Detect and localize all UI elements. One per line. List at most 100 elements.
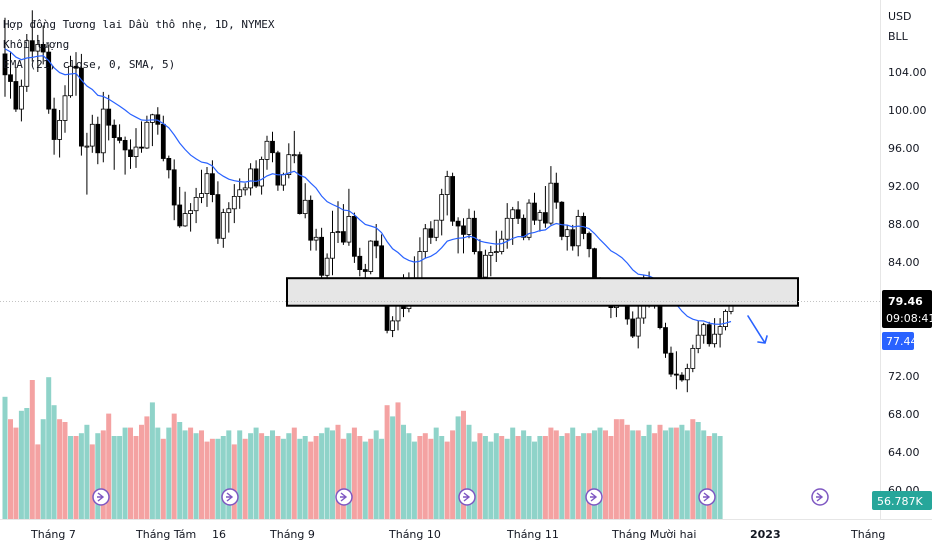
- candle-body: [581, 215, 586, 234]
- candle-body: [313, 236, 319, 241]
- candle: [182, 191, 188, 227]
- candle-countdown: 09:08:41: [886, 312, 932, 325]
- event-arrow-icon: [463, 492, 471, 502]
- candlestick-series: [2, 10, 734, 393]
- volume-bar: [149, 402, 155, 520]
- symbol-title[interactable]: Hợp đồng Tương lai Dầu thô nhẹ, 1D, NYME…: [3, 18, 275, 31]
- time-label-2023: 2023: [750, 528, 781, 541]
- price-axis[interactable]: USD BLL: [888, 10, 912, 43]
- event-markers[interactable]: [92, 488, 829, 506]
- event-marker[interactable]: [698, 488, 716, 506]
- candle: [237, 178, 243, 209]
- candle-body: [461, 225, 466, 235]
- candle: [515, 201, 521, 224]
- volume-bar: [564, 433, 570, 520]
- event-marker[interactable]: [811, 488, 829, 506]
- volume-bar: [395, 402, 401, 520]
- volume-bar: [171, 413, 177, 520]
- candle: [166, 155, 172, 179]
- volume-bar: [95, 433, 101, 520]
- volume-bar: [220, 436, 226, 520]
- time-label-oct: Tháng 10: [388, 528, 441, 541]
- candle: [84, 132, 90, 195]
- volume-legend[interactable]: Khối lượng: [3, 38, 69, 51]
- ema-legend[interactable]: EMA (21, close, 0, SMA, 5): [3, 58, 175, 71]
- event-arrow-icon: [816, 492, 824, 502]
- candle: [706, 321, 712, 347]
- candle-body: [723, 310, 728, 327]
- event-arrow-icon: [340, 492, 348, 502]
- volume-bar: [690, 419, 696, 520]
- volume-bar: [346, 433, 352, 520]
- volume-bar: [62, 422, 68, 520]
- candle-body: [297, 154, 303, 214]
- volume-bar: [111, 436, 117, 520]
- candle-body: [144, 121, 150, 149]
- time-axis[interactable]: Tháng 7 Tháng Tám 16 Tháng 9 Tháng 10 Th…: [30, 528, 885, 541]
- volume-bar: [717, 436, 723, 520]
- volume-bar: [706, 436, 712, 520]
- volume-bar: [603, 430, 608, 520]
- candle-body: [122, 139, 128, 151]
- volume-bar: [13, 427, 19, 520]
- time-label-jul: Tháng 7: [30, 528, 76, 541]
- candle-body: [242, 187, 248, 191]
- volume-bar: [18, 410, 24, 520]
- volume-bar: [422, 433, 428, 520]
- volume-bar: [532, 441, 537, 520]
- candle-body: [482, 254, 488, 278]
- candle: [422, 224, 428, 259]
- volume-bar: [270, 430, 275, 520]
- candle-body: [188, 210, 194, 214]
- candle: [493, 230, 499, 262]
- volume-bar: [455, 416, 461, 520]
- volume-bar: [488, 441, 494, 520]
- legend[interactable]: Hợp đồng Tương lai Dầu thô nhẹ, 1D, NYME…: [3, 18, 275, 71]
- projection-arrow[interactable]: [747, 315, 768, 344]
- volume-bar: [701, 430, 707, 520]
- candle: [630, 311, 636, 338]
- ema-badge: 77.44: [882, 332, 918, 350]
- candle: [46, 44, 52, 114]
- time-label-sep: Tháng 9: [269, 528, 315, 541]
- event-marker[interactable]: [458, 488, 476, 506]
- event-marker[interactable]: [221, 488, 239, 506]
- volume-bar: [613, 419, 619, 520]
- candle-body: [291, 154, 297, 157]
- candle: [373, 224, 379, 259]
- volume-bar: [78, 433, 84, 520]
- candle: [215, 181, 221, 244]
- candle-body: [630, 318, 636, 337]
- event-marker[interactable]: [585, 488, 603, 506]
- volume-bar: [428, 438, 434, 520]
- candle-body: [46, 51, 52, 110]
- candle: [723, 309, 728, 331]
- candle-body: [182, 213, 188, 227]
- candle: [79, 53, 84, 156]
- candle: [537, 209, 543, 232]
- candle: [455, 217, 461, 254]
- candle: [18, 79, 24, 122]
- candle: [68, 55, 73, 98]
- volume-badge: 56.787K: [872, 491, 932, 510]
- candle-body: [373, 240, 379, 247]
- event-marker[interactable]: [335, 488, 353, 506]
- volume-bar: [275, 436, 281, 520]
- candle: [428, 221, 434, 244]
- candle-body: [422, 228, 428, 253]
- axis-currency: USD: [888, 10, 912, 23]
- candle-body: [68, 65, 73, 97]
- price-tick: 68.00: [888, 408, 920, 421]
- event-marker[interactable]: [92, 488, 110, 506]
- volume-bar: [493, 433, 499, 520]
- volume-bar: [139, 424, 144, 520]
- volume-bar: [362, 441, 368, 520]
- candle-body: [657, 305, 663, 329]
- candle-body: [717, 326, 723, 335]
- candle-body: [537, 212, 543, 221]
- volume-bar: [182, 430, 188, 520]
- candle: [684, 363, 690, 393]
- volume-bar: [712, 433, 718, 520]
